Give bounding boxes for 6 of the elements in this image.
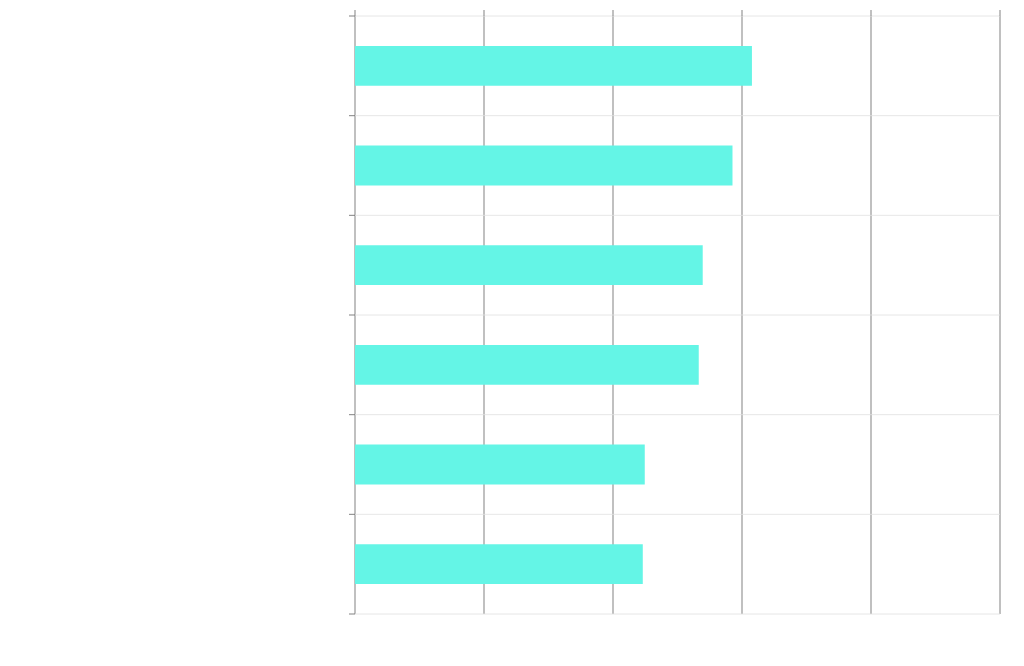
bar xyxy=(355,245,703,286)
bar xyxy=(355,544,643,585)
bar xyxy=(355,444,645,485)
bar xyxy=(355,45,752,86)
bar xyxy=(355,344,699,385)
bar xyxy=(355,145,733,186)
